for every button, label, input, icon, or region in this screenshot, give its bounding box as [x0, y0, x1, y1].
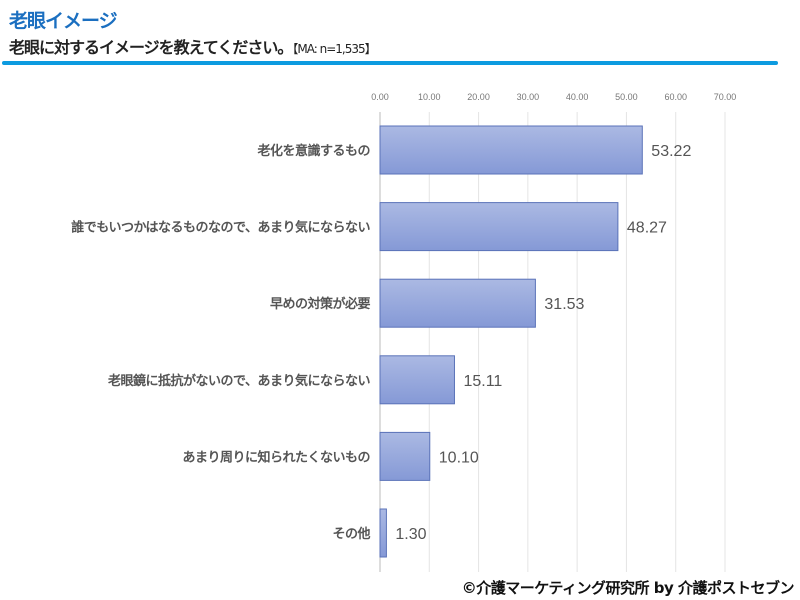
x-tick-label: 20.00 [467, 92, 490, 102]
bar [379, 355, 455, 405]
category-label: 誰でもいつかはなるものなので、あまり気にならない [71, 220, 370, 236]
x-tick-label: 70.00 [714, 92, 737, 102]
x-tick-label: 10.00 [418, 92, 441, 102]
bar [379, 202, 619, 252]
question-text: 老眼に対するイメージを教えてください。 [9, 38, 293, 57]
chart-subtitle: 老眼に対するイメージを教えてください。【MA: n=1,535】 [9, 34, 377, 58]
data-label: 10.10 [439, 449, 479, 466]
category-label: 老化を意識するもの [256, 143, 370, 159]
category-label: その他 [332, 526, 370, 542]
bar [379, 278, 536, 328]
data-label: 1.30 [395, 526, 426, 543]
x-tick-label: 30.00 [517, 92, 540, 102]
x-tick-label: 40.00 [566, 92, 589, 102]
bar [379, 508, 387, 558]
category-label: 早めの対策が必要 [270, 296, 371, 312]
category-label: 老眼鏡に抵抗がないので、あまり気にならない [107, 373, 370, 389]
data-label: 48.27 [627, 220, 667, 237]
bar [379, 431, 431, 481]
title-divider [2, 61, 778, 65]
x-tick-label: 60.00 [664, 92, 687, 102]
data-label: 31.53 [544, 296, 584, 313]
x-tick-label: 0.00 [371, 92, 389, 102]
data-label: 53.22 [651, 143, 691, 160]
data-label: 15.11 [463, 373, 502, 390]
bar [379, 125, 643, 175]
sample-size: 【MA: n=1,535】 [292, 42, 376, 56]
category-label: あまり周りに知られたくないもの [182, 449, 370, 465]
credit: ©介護マーケティング研究所 by 介護ポストセブン [461, 579, 795, 597]
x-tick-label: 50.00 [615, 92, 638, 102]
chart-title: 老眼イメージ [9, 10, 118, 32]
